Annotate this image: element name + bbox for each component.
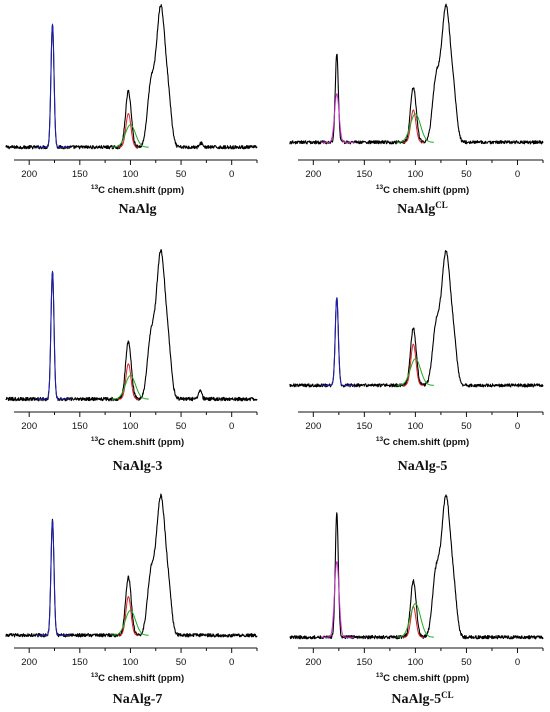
x-tick-label: 150	[72, 421, 88, 432]
x-tick-label: 50	[461, 421, 472, 432]
panel-caption: NaAlg-5CL	[391, 690, 453, 707]
x-axis-label-text: C chem.shift (ppm)	[383, 673, 469, 684]
panel-caption: NaAlgCL	[397, 200, 448, 217]
spectrum-series-carboxyl	[36, 520, 71, 636]
x-axis-label: 13C chem.shift (ppm)	[376, 436, 469, 448]
spectrum-series-spectrum	[5, 493, 258, 638]
x-axis-label-text: C chem.shift (ppm)	[98, 437, 184, 448]
panel-caption-superscript: CL	[435, 200, 448, 210]
x-tick-label: 50	[461, 169, 472, 180]
x-tick-label: 200	[21, 421, 37, 432]
x-axis-label-isotope: 13	[376, 436, 384, 443]
x-axis-label-isotope: 13	[91, 672, 99, 679]
x-axis-label-isotope: 13	[91, 184, 99, 191]
x-tick-label: 150	[356, 421, 372, 432]
x-tick-label: 150	[356, 657, 372, 668]
panel-caption-name: NaAlg-5	[398, 459, 448, 474]
x-tick-label: 50	[176, 421, 187, 432]
x-tick-label: 150	[72, 657, 88, 668]
x-tick-label: 100	[123, 657, 139, 668]
x-tick-label: 200	[21, 657, 37, 668]
x-tick-label: 0	[515, 657, 520, 668]
x-axis-label-isotope: 13	[376, 184, 384, 191]
x-axis-label: 13C chem.shift (ppm)	[91, 184, 184, 196]
spectrum-series-c1_guluronic	[111, 609, 149, 636]
spectrum-series-carboxyl_crosslinked	[320, 93, 355, 143]
x-tick-label: 100	[123, 421, 139, 432]
x-axis-label-text: C chem.shift (ppm)	[383, 437, 469, 448]
x-axis-label-isotope: 13	[91, 436, 99, 443]
x-tick-label: 200	[305, 421, 321, 432]
x-tick-label: 150	[72, 169, 88, 180]
spectrum-series-c1_guluronic	[396, 113, 434, 143]
x-tick-label: 100	[407, 421, 423, 432]
spectrum-panel: 200 150 100 50 0 13C chem.shift (ppm) NaAlg-5	[289, 250, 544, 474]
spectrum-panel: 200 150 100 50 0 13C chem.shift (ppm) NaAlg-3	[5, 249, 258, 474]
panel-caption-name: NaAlg	[397, 202, 435, 217]
spectrum-series-spectrum	[5, 249, 258, 402]
x-tick-label: 0	[515, 169, 520, 180]
spectrum-series-spectrum	[289, 494, 544, 640]
spectrum-series-c1_mannuronic	[117, 596, 139, 636]
x-axis-label-isotope: 13	[376, 672, 384, 679]
x-axis-label-text: C chem.shift (ppm)	[98, 185, 184, 196]
spectrum-panel: 200 150 100 50 0 13C chem.shift (ppm) NaAlg	[5, 4, 258, 217]
spectrum-series-c1_mannuronic	[402, 343, 425, 386]
spectrum-series-c1_mannuronic	[117, 363, 139, 400]
x-tick-label: 200	[21, 169, 37, 180]
panel-caption-superscript: CL	[441, 690, 454, 700]
panel-caption: NaAlg-7	[113, 692, 163, 707]
x-axis-label: 13C chem.shift (ppm)	[376, 672, 469, 684]
x-tick-label: 0	[229, 169, 234, 180]
x-tick-label: 100	[407, 169, 423, 180]
spectrum-series-c1_mannuronic	[117, 113, 139, 148]
panel-caption-name: NaAlg-5	[391, 692, 441, 707]
x-tick-label: 50	[461, 657, 472, 668]
x-tick-label: 150	[356, 169, 372, 180]
panel-caption-name: NaAlg	[118, 202, 156, 217]
x-tick-label: 200	[305, 169, 321, 180]
spectrum-series-spectrum	[289, 3, 544, 145]
spectrum-series-c1_guluronic	[111, 124, 149, 148]
x-tick-label: 100	[123, 169, 139, 180]
panel-caption: NaAlg-3	[113, 459, 163, 474]
panel-caption-name: NaAlg-3	[113, 459, 163, 474]
x-tick-label: 0	[515, 421, 520, 432]
x-tick-label: 100	[407, 657, 423, 668]
x-axis-label: 13C chem.shift (ppm)	[91, 436, 184, 448]
spectrum-series-carboxyl	[36, 23, 71, 148]
spectrum-panel: 200 150 100 50 0 13C chem.shift (ppm) NaAlgCL	[289, 3, 544, 217]
x-axis-label-text: C chem.shift (ppm)	[98, 673, 184, 684]
panel-caption-name: NaAlg-7	[113, 692, 163, 707]
spectrum-series-c1_mannuronic	[402, 605, 425, 638]
spectrum-series-carboxyl	[36, 270, 71, 400]
x-tick-label: 50	[176, 169, 187, 180]
x-axis-label: 13C chem.shift (ppm)	[91, 672, 184, 684]
spectrum-series-c1_guluronic	[111, 375, 149, 400]
spectrum-series-carboxyl_crosslinked	[320, 561, 355, 638]
spectrum-series-c1_guluronic	[396, 603, 434, 638]
panel-caption: NaAlg-5	[398, 459, 448, 474]
spectrum-series-c1_mannuronic	[402, 109, 425, 143]
x-axis-label: 13C chem.shift (ppm)	[376, 184, 469, 196]
spectrum-panel: 200 150 100 50 0 13C chem.shift (ppm) NaAlg-7	[5, 493, 258, 707]
x-tick-label: 0	[229, 421, 234, 432]
spectrum-series-c1_guluronic	[396, 358, 434, 386]
x-axis-label-text: C chem.shift (ppm)	[383, 185, 469, 196]
x-tick-label: 200	[305, 657, 321, 668]
panel-caption: NaAlg	[118, 202, 156, 217]
x-tick-label: 50	[176, 657, 187, 668]
x-tick-label: 0	[229, 657, 234, 668]
spectrum-series-carboxyl	[320, 297, 355, 386]
